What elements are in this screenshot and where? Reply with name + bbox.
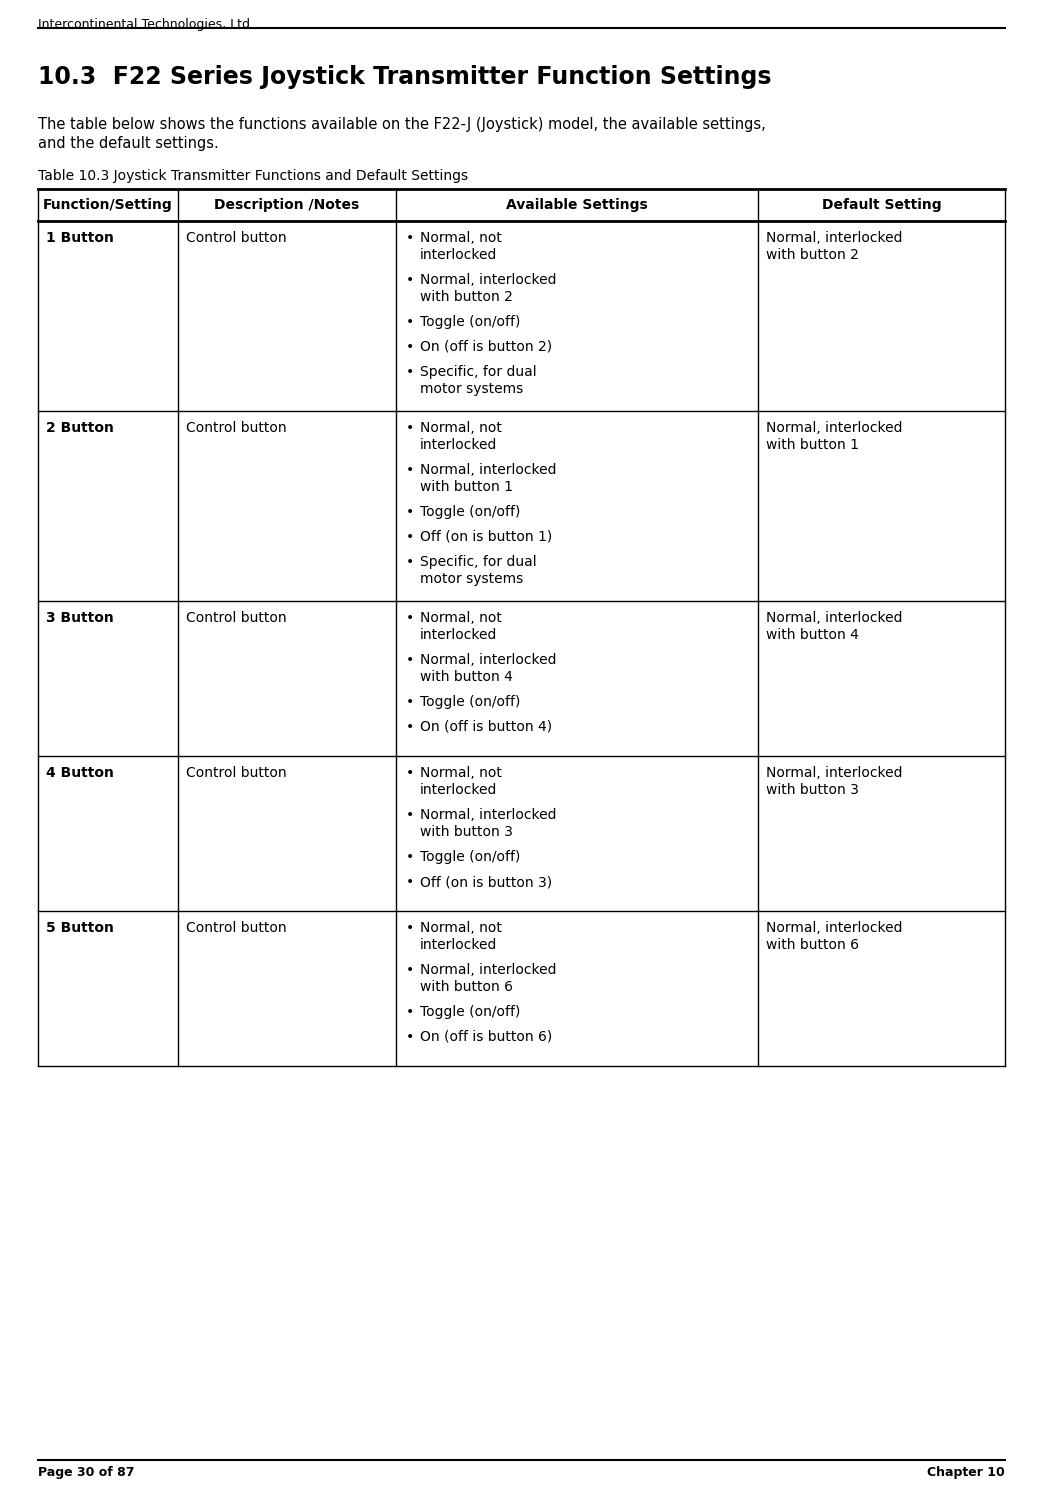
Text: interlocked: interlocked	[419, 248, 498, 262]
Text: with button 6: with button 6	[419, 981, 513, 994]
Text: motor systems: motor systems	[419, 383, 523, 396]
Text: •: •	[406, 921, 414, 934]
Text: interlocked: interlocked	[419, 783, 498, 797]
Text: 3 Button: 3 Button	[46, 611, 114, 625]
Text: with button 2: with button 2	[419, 290, 513, 303]
Text: •: •	[406, 555, 414, 570]
Text: •: •	[406, 611, 414, 625]
Text: Toggle (on/off): Toggle (on/off)	[419, 851, 520, 864]
Text: •: •	[406, 274, 414, 287]
Text: with button 4: with button 4	[419, 670, 513, 685]
Text: Off (on is button 1): Off (on is button 1)	[419, 531, 552, 544]
Text: •: •	[406, 339, 414, 354]
Text: Control button: Control button	[187, 921, 287, 934]
Text: Control button: Control button	[187, 422, 287, 435]
Text: 4 Button: 4 Button	[46, 765, 114, 780]
Text: Chapter 10: Chapter 10	[927, 1467, 1005, 1479]
Text: Off (on is button 3): Off (on is button 3)	[419, 875, 552, 890]
Text: Normal, interlocked: Normal, interlocked	[767, 232, 903, 245]
Text: •: •	[406, 765, 414, 780]
Text: •: •	[406, 531, 414, 544]
Text: Normal, not: Normal, not	[419, 611, 502, 625]
Text: •: •	[406, 365, 414, 380]
Text: motor systems: motor systems	[419, 573, 523, 586]
Text: with button 2: with button 2	[767, 248, 859, 262]
Text: Toggle (on/off): Toggle (on/off)	[419, 315, 520, 329]
Text: Normal, interlocked: Normal, interlocked	[767, 422, 903, 435]
Text: •: •	[406, 875, 414, 890]
Text: Normal, interlocked: Normal, interlocked	[767, 611, 903, 625]
Text: •: •	[406, 422, 414, 435]
Text: Normal, not: Normal, not	[419, 921, 502, 934]
Text: Normal, interlocked: Normal, interlocked	[419, 463, 556, 477]
Text: Normal, interlocked: Normal, interlocked	[419, 807, 556, 822]
Text: •: •	[406, 807, 414, 822]
Text: 2 Button: 2 Button	[46, 422, 114, 435]
Text: Specific, for dual: Specific, for dual	[419, 365, 536, 380]
Text: Toggle (on/off): Toggle (on/off)	[419, 505, 520, 519]
Text: •: •	[406, 963, 414, 978]
Text: Normal, interlocked: Normal, interlocked	[419, 653, 556, 667]
Text: Normal, not: Normal, not	[419, 765, 502, 780]
Text: •: •	[406, 851, 414, 864]
Text: Toggle (on/off): Toggle (on/off)	[419, 1005, 520, 1020]
Text: •: •	[406, 232, 414, 245]
Text: •: •	[406, 1030, 414, 1044]
Text: Normal, not: Normal, not	[419, 232, 502, 245]
Text: interlocked: interlocked	[419, 937, 498, 952]
Text: with button 1: with button 1	[419, 480, 513, 493]
Text: with button 4: with button 4	[767, 628, 859, 641]
Text: 1 Button: 1 Button	[46, 232, 114, 245]
Text: with button 1: with button 1	[767, 438, 859, 451]
Text: Normal, interlocked: Normal, interlocked	[419, 963, 556, 978]
Text: Table 10.3 Joystick Transmitter Functions and Default Settings: Table 10.3 Joystick Transmitter Function…	[38, 169, 468, 182]
Text: 5 Button: 5 Button	[46, 921, 114, 934]
Text: Description /Notes: Description /Notes	[215, 197, 360, 212]
Text: with button 3: with button 3	[767, 783, 859, 797]
Text: Normal, interlocked: Normal, interlocked	[767, 921, 903, 934]
Text: The table below shows the functions available on the F22-J (Joystick) model, the: The table below shows the functions avai…	[38, 117, 766, 132]
Text: Normal, not: Normal, not	[419, 422, 502, 435]
Text: •: •	[406, 721, 414, 734]
Text: Intercontinental Technologies, Ltd.: Intercontinental Technologies, Ltd.	[38, 18, 254, 31]
Text: On (off is button 2): On (off is button 2)	[419, 339, 552, 354]
Text: interlocked: interlocked	[419, 438, 498, 451]
Text: •: •	[406, 315, 414, 329]
Text: Available Settings: Available Settings	[506, 197, 648, 212]
Text: and the default settings.: and the default settings.	[38, 136, 219, 151]
Text: Toggle (on/off): Toggle (on/off)	[419, 695, 520, 709]
Text: Normal, interlocked: Normal, interlocked	[767, 765, 903, 780]
Text: Control button: Control button	[187, 765, 287, 780]
Text: 10.3  F22 Series Joystick Transmitter Function Settings: 10.3 F22 Series Joystick Transmitter Fun…	[38, 64, 772, 90]
Text: •: •	[406, 1005, 414, 1020]
Text: Control button: Control button	[187, 232, 287, 245]
Text: •: •	[406, 505, 414, 519]
Text: Page 30 of 87: Page 30 of 87	[38, 1467, 135, 1479]
Text: On (off is button 6): On (off is button 6)	[419, 1030, 552, 1044]
Text: Control button: Control button	[187, 611, 287, 625]
Text: Normal, interlocked: Normal, interlocked	[419, 274, 556, 287]
Text: Default Setting: Default Setting	[822, 197, 942, 212]
Text: interlocked: interlocked	[419, 628, 498, 641]
Text: with button 3: with button 3	[419, 825, 513, 839]
Text: with button 6: with button 6	[767, 937, 859, 952]
Text: •: •	[406, 695, 414, 709]
Text: •: •	[406, 653, 414, 667]
Text: •: •	[406, 463, 414, 477]
Text: Function/Setting: Function/Setting	[43, 197, 173, 212]
Text: On (off is button 4): On (off is button 4)	[419, 721, 552, 734]
Text: Specific, for dual: Specific, for dual	[419, 555, 536, 570]
